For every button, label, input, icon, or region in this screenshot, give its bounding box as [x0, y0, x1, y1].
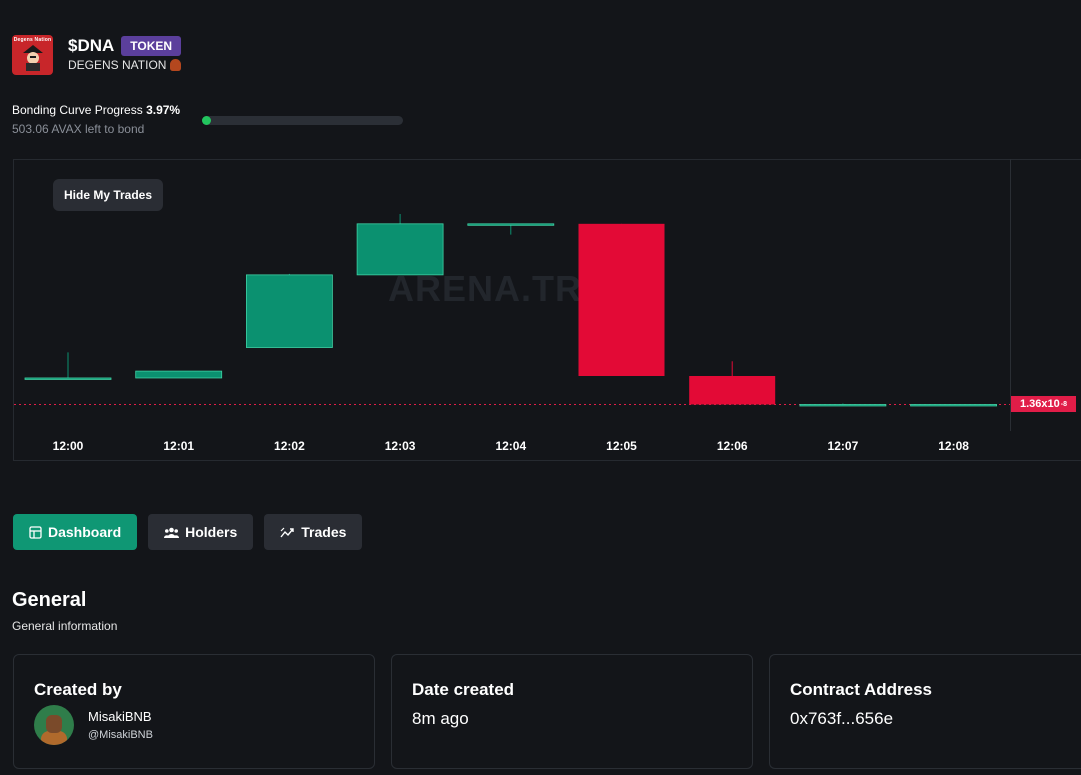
creator-profile[interactable]: MisakiBNB @MisakiBNB — [34, 705, 153, 745]
creator-name[interactable]: MisakiBNB — [88, 709, 152, 724]
avatar[interactable] — [34, 705, 74, 745]
hide-my-trades-button[interactable]: Hide My Trades — [53, 179, 164, 211]
x-tick-label: 12:02 — [274, 439, 305, 453]
tab-holders-label: Holders — [185, 524, 238, 540]
x-tick-label: 12:06 — [717, 439, 748, 453]
token-ticker: $DNA — [68, 36, 115, 55]
last-price-tag: 1.36x10 -8 — [1011, 396, 1076, 412]
tab-trades[interactable]: Trades — [264, 514, 363, 550]
chart-price-axis-divider — [1010, 159, 1011, 431]
date-created-title: Date created — [412, 680, 515, 699]
candle-body — [578, 223, 665, 376]
token-logo: Degens Nation — [12, 35, 53, 75]
bonding-progress-fill — [202, 116, 211, 125]
contract-address-value[interactable]: 0x763f...656e — [790, 709, 894, 728]
bonding-curve-percent: 3.97% — [146, 103, 181, 117]
general-subtitle: General information — [12, 619, 118, 633]
token-emoji-icon — [170, 59, 182, 71]
created-by-card: Created by MisakiBNB @MisakiBNB — [13, 654, 375, 769]
last-price-tag-value: 1.36x10 — [1020, 398, 1060, 410]
bonding-curve-info: Bonding Curve Progress 3.97% 503.06 AVAX… — [12, 103, 180, 136]
candle-body — [135, 370, 223, 379]
bonding-progress-bar — [202, 116, 403, 125]
candle-body — [467, 223, 555, 226]
x-tick-label: 12:08 — [938, 439, 969, 453]
x-tick-label: 12:01 — [163, 439, 194, 453]
token-badge: TOKEN — [121, 36, 182, 56]
bonding-curve-title: Bonding Curve Progress 3.97% — [12, 103, 180, 117]
date-created-value: 8m ago — [412, 709, 469, 728]
creator-handle[interactable]: @MisakiBNB — [88, 729, 153, 741]
x-tick-label: 12:04 — [495, 439, 526, 453]
candle-body — [24, 377, 112, 380]
last-price-tag-exponent: -8 — [1060, 400, 1067, 408]
x-tick-label: 12:03 — [385, 439, 416, 453]
created-by-title: Created by — [34, 680, 122, 699]
tab-holders[interactable]: Holders — [148, 514, 254, 550]
candlestick-chart: 12:00 12:01 12:02 12:03 12:04 12:05 12:06 12:07… — [14, 214, 1010, 453]
trades-icon — [280, 527, 294, 537]
token-tabs: Dashboard Holders Trades — [13, 514, 363, 550]
candle-body — [245, 274, 333, 348]
tab-trades-label: Trades — [301, 524, 347, 540]
token-header: Degens Nation $DNA TOKEN DEGENS NATION — [12, 35, 182, 75]
contract-address-card: Contract Address 0x763f...656e — [769, 654, 1081, 769]
price-chart[interactable] — [13, 159, 1081, 461]
token-name: DEGENS NATION — [68, 58, 167, 72]
general-title: General — [12, 589, 87, 611]
x-tick-label: 12:00 — [53, 439, 84, 453]
dashboard-icon — [29, 525, 42, 539]
token-logo-text: Degens Nation — [13, 37, 52, 43]
candle-body — [799, 404, 887, 407]
bonding-left-to-bond: 503.06 AVAX left to bond — [12, 122, 145, 136]
tab-dashboard[interactable]: Dashboard — [13, 514, 138, 550]
candle-body — [910, 404, 997, 407]
token-logo-figure — [23, 45, 43, 71]
date-created-card: Date created 8m ago — [391, 654, 753, 769]
x-tick-label: 12:05 — [606, 439, 637, 453]
candle-body — [689, 376, 776, 405]
holders-icon — [164, 527, 180, 538]
bonding-curve-label: Bonding Curve Progress — [12, 103, 143, 117]
candle-body — [356, 223, 444, 276]
contract-address-title: Contract Address — [790, 680, 933, 699]
tab-dashboard-label: Dashboard — [48, 524, 122, 540]
x-tick-label: 12:07 — [828, 439, 859, 453]
